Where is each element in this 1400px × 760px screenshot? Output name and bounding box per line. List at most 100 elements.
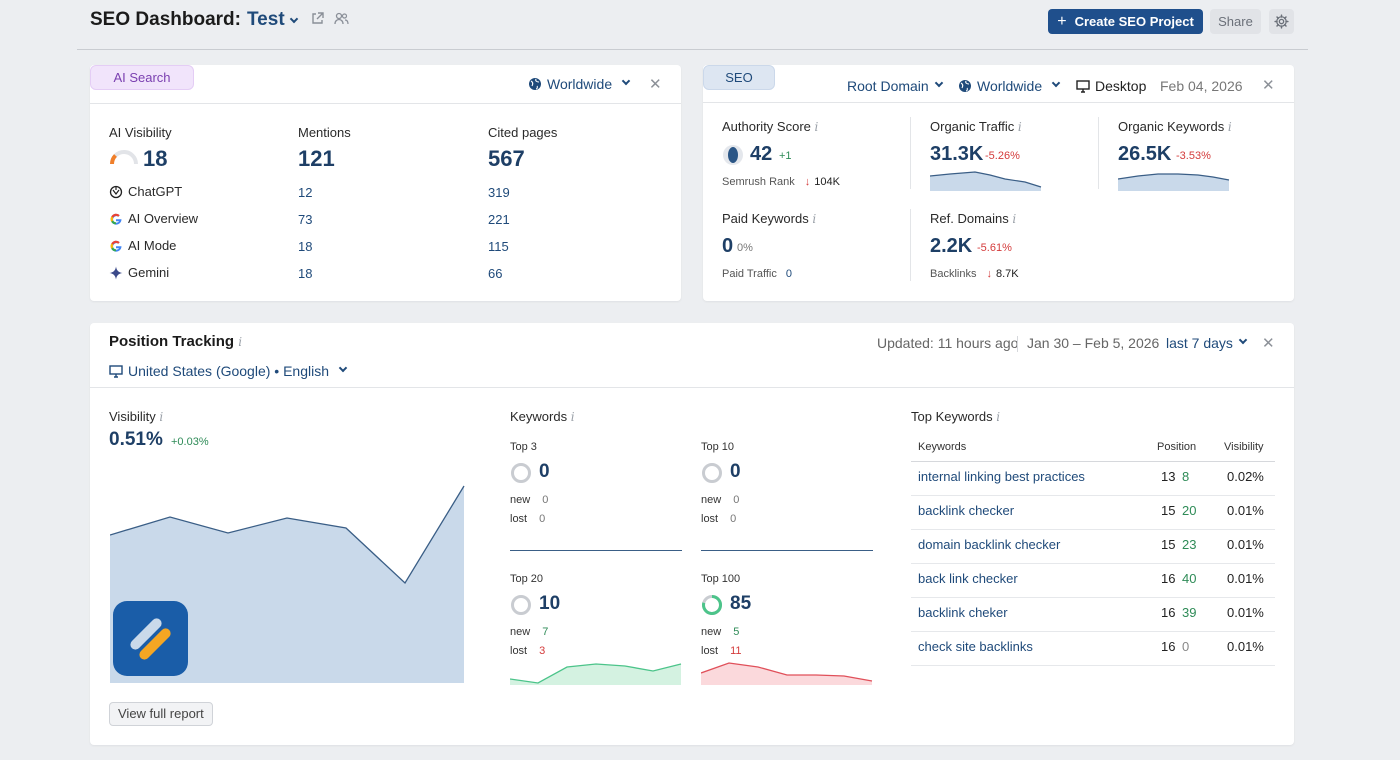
keyword-link[interactable]: back link checker	[918, 571, 1018, 586]
seo-card: SEO Root Domain Worldwide Desktop Feb 04…	[703, 65, 1294, 301]
globe-icon	[959, 80, 971, 92]
chevron-down-icon	[1238, 335, 1248, 345]
ai-region-selector[interactable]: Worldwide	[528, 76, 631, 92]
keyword-link[interactable]: domain backlink checker	[918, 537, 1061, 552]
period-selector[interactable]: last 7 days	[1166, 335, 1248, 351]
keyword-position-change: 20	[1182, 503, 1197, 518]
ai-row-cited[interactable]: 66	[488, 266, 503, 281]
project-name: Test	[246, 9, 285, 30]
updated-text: Updated: 11 hours ago	[877, 335, 1019, 351]
ai-row-cited[interactable]: 115	[488, 239, 509, 254]
keyword-position-change: 23	[1182, 537, 1197, 552]
ai-search-divider	[90, 103, 681, 104]
bucket-label: Top 3	[510, 441, 537, 453]
project-selector[interactable]: Test	[246, 9, 298, 31]
keyword-visibility: 0.01%	[1227, 639, 1264, 654]
info-icon: i	[1012, 212, 1017, 226]
share-button[interactable]: Share	[1210, 9, 1261, 34]
ai-row-cited[interactable]: 319	[488, 185, 510, 200]
keyword-link[interactable]: backlink cheker	[918, 605, 1008, 620]
row-divider	[911, 563, 1275, 564]
keyword-position-change: 39	[1182, 605, 1197, 620]
bucket-lost: lost 11	[701, 645, 742, 657]
seo-close-icon[interactable]: ✕	[1262, 77, 1275, 94]
device-selector[interactable]: Desktop	[1076, 78, 1146, 94]
keyword-position-change: 0	[1182, 639, 1190, 654]
bucket-sparkline	[510, 550, 682, 551]
bucket-new: new 7	[510, 626, 549, 638]
ai-search-close-icon[interactable]: ✕	[649, 76, 662, 93]
column-divider	[1098, 117, 1099, 189]
keyword-visibility: 0.01%	[1227, 605, 1264, 620]
users-icon[interactable]	[334, 12, 349, 28]
bucket-new: new 0	[510, 494, 549, 506]
google-icon	[110, 213, 122, 225]
location-selector[interactable]: United States (Google) • English	[109, 363, 348, 379]
chevron-down-icon	[1051, 78, 1061, 88]
desktop-icon	[1076, 79, 1090, 93]
bucket-lost: lost 0	[701, 513, 737, 525]
position-tracking-close-icon[interactable]: ✕	[1262, 335, 1275, 352]
desktop-icon	[109, 364, 123, 378]
paid-traffic: Paid Traffic 0	[722, 268, 792, 280]
seo-region-selector[interactable]: Worldwide	[958, 78, 1061, 94]
external-link-icon[interactable]	[311, 12, 324, 28]
authority-score-change: +1	[779, 150, 792, 162]
plus-icon: +	[1057, 12, 1067, 30]
mentions-value[interactable]: 121	[298, 146, 335, 171]
keyword-link[interactable]: check site backlinks	[918, 639, 1033, 654]
bucket-new: new 5	[701, 626, 740, 638]
bucket-value: 0	[730, 461, 741, 482]
row-divider	[911, 495, 1275, 496]
cited-pages-value[interactable]: 567	[488, 146, 525, 171]
keyword-position: 16	[1161, 571, 1176, 586]
page-title: SEO Dashboard: Test	[90, 9, 349, 31]
device-label: Desktop	[1095, 78, 1147, 94]
bucket-ring-icon	[702, 595, 722, 615]
organic-keywords-value[interactable]: 26.5K	[1118, 143, 1172, 165]
date-range: Jan 30 – Feb 5, 2026	[1027, 335, 1160, 351]
ai-row-mentions[interactable]: 12	[298, 185, 313, 200]
organic-traffic-value[interactable]: 31.3K	[930, 143, 984, 165]
ref-domains-value[interactable]: 2.2K	[930, 235, 973, 257]
keyword-link[interactable]: internal linking best practices	[918, 469, 1085, 484]
keyword-link[interactable]: backlink checker	[918, 503, 1015, 518]
organic-traffic-label: Organic Traffic i	[930, 119, 1022, 134]
chevron-down-icon	[621, 76, 631, 86]
column-divider	[910, 209, 911, 281]
ai-row-name: Gemini	[128, 265, 170, 280]
organic-keywords-sparkline	[1118, 173, 1230, 191]
ai-row-name: ChatGPT	[128, 184, 183, 199]
position-tracking-title: Position Tracking i	[109, 333, 243, 350]
chatgpt-icon	[109, 185, 123, 198]
bucket-value: 0	[539, 461, 550, 482]
ai-row-cited[interactable]: 221	[488, 212, 510, 227]
ai-row-mentions[interactable]: 73	[298, 212, 313, 227]
seo-date: Feb 04, 2026	[1160, 78, 1243, 94]
create-seo-project-button[interactable]: + Create SEO Project	[1048, 9, 1203, 34]
keyword-position: 16	[1161, 605, 1176, 620]
bucket-label: Top 10	[701, 441, 735, 453]
mentions-label: Mentions	[298, 125, 351, 140]
bucket-sparkline	[701, 662, 873, 685]
view-full-report-button[interactable]: View full report	[109, 702, 213, 726]
seo-region-label: Worldwide	[977, 78, 1043, 94]
authority-score-icon	[722, 144, 744, 169]
organic-traffic-change: -5.26%	[985, 150, 1020, 162]
visibility-change: +0.03%	[171, 436, 209, 448]
ai-visibility-value: 18	[143, 146, 168, 171]
title-prefix: SEO Dashboard:	[90, 9, 241, 30]
info-icon: i	[570, 410, 575, 424]
app-logo-icon[interactable]	[113, 601, 188, 676]
keywords-label: Keywords i	[510, 409, 575, 424]
ai-row-mentions[interactable]: 18	[298, 266, 313, 281]
settings-gear-icon[interactable]	[1269, 9, 1294, 34]
bucket-lost: lost 3	[510, 645, 546, 657]
ai-row-name: AI Mode	[128, 238, 177, 253]
range-divider	[1017, 336, 1018, 352]
visibility-value: 0.51%	[109, 429, 163, 450]
organic-keywords-change: -3.53%	[1176, 150, 1211, 162]
root-domain-selector[interactable]: Root Domain	[847, 78, 943, 94]
ai-row-mentions[interactable]: 18	[298, 239, 313, 254]
list-item: AI Overview	[109, 211, 198, 226]
